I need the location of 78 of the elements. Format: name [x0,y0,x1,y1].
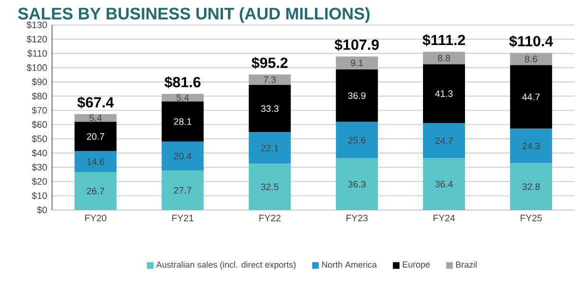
y-tick-label: $80 [32,92,47,100]
y-tick-label: $30 [32,164,47,172]
bar [336,122,378,158]
bar [336,69,378,122]
x-tick-label: FY24 [434,214,455,222]
bar [162,102,204,142]
data-label: 20.4 [174,152,192,160]
bar [162,142,204,171]
legend-label: Brazil [456,261,477,268]
data-label: 8.6 [525,56,538,62]
bar [422,64,465,124]
y-tick-label: $50 [32,135,47,143]
data-label: 8.8 [438,54,450,62]
bar [422,158,465,210]
total-label: $95.2 [252,56,288,69]
bar [74,172,117,210]
legend-label: Australian sales (incl. direct exports) [156,261,296,270]
data-label: 24.7 [435,137,453,144]
bar [74,151,117,172]
total-label: $111.2 [422,34,466,46]
bar [162,94,204,102]
y-tick-label: $100 [26,64,47,72]
data-label: 28.1 [174,118,192,125]
y-tick-label: $40 [32,149,47,157]
data-label: 26.7 [86,188,104,194]
x-tick-label: FY25 [520,214,542,222]
data-label: 32.5 [261,184,278,190]
bar [248,74,291,85]
x-tick-label: FY22 [259,214,280,222]
bar [422,123,465,158]
bar [510,128,552,164]
legend-label: North America [322,261,377,268]
y-tick-label: $70 [32,106,47,114]
bar [336,56,378,70]
data-label: 33.3 [261,105,278,112]
data-label: 24.3 [522,142,540,150]
data-label: 5.4 [176,94,189,101]
bar [74,122,117,152]
y-tick-label: $20 [32,178,47,186]
y-tick-label: $120 [26,35,47,43]
legend-label: Europe [402,262,430,270]
data-label: 36.3 [348,180,366,188]
bar [248,132,291,164]
data-label: 44.7 [522,94,540,100]
data-label: 7.3 [264,76,276,84]
x-tick-label: FY21 [172,214,194,222]
data-label: 27.7 [174,187,192,194]
x-tick-label: FY23 [346,214,368,222]
y-tick-label: $60 [32,120,47,128]
data-label: 14.6 [87,158,104,165]
data-label: 5.4 [89,114,102,122]
x-tick-label: FY20 [85,214,106,222]
bar [422,52,465,64]
data-label: 32.8 [522,183,540,190]
bar [510,163,552,210]
bar [510,65,552,129]
data-label: 22.1 [261,144,278,152]
total-label: $110.4 [509,35,554,48]
bar [74,114,117,122]
bar [248,84,291,132]
y-tick-label: $0 [37,206,47,214]
data-label: 36.9 [348,92,366,99]
y-tick-label: $10 [32,192,47,200]
total-label: $107.9 [334,38,379,51]
y-tick-label: $110 [27,50,47,58]
data-label: 20.7 [86,133,104,140]
bar [510,52,552,66]
total-label: $67.4 [77,96,114,108]
data-label: 36.4 [435,180,453,188]
bar [248,164,291,210]
data-label: 41.3 [435,90,453,97]
bar [162,170,204,210]
bar [336,158,378,210]
data-label: 9.1 [350,60,363,66]
total-label: $81.6 [164,76,200,88]
y-tick-label: $130 [26,21,47,29]
y-tick-label: $90 [32,78,47,86]
data-label: 25.6 [348,136,366,144]
